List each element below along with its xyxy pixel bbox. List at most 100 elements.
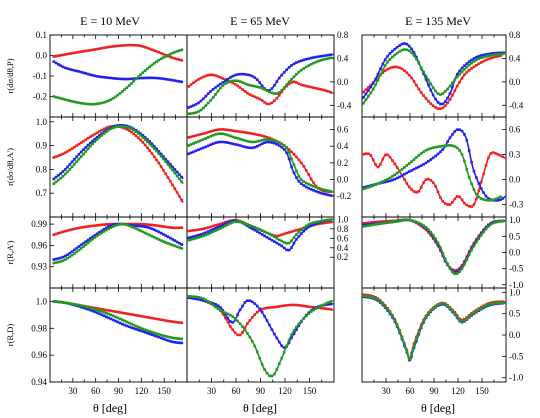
data-point bbox=[427, 177, 430, 181]
data-point bbox=[134, 129, 138, 132]
data-point bbox=[173, 320, 177, 324]
data-point bbox=[98, 233, 101, 236]
data-point bbox=[79, 243, 83, 247]
data-point bbox=[475, 176, 478, 179]
data-point bbox=[460, 66, 464, 70]
y-tick-label-right: -1.0 bbox=[509, 280, 524, 290]
data-point bbox=[277, 91, 281, 94]
data-point bbox=[246, 91, 249, 95]
data-point bbox=[95, 47, 99, 51]
data-point bbox=[446, 304, 449, 308]
data-point bbox=[54, 300, 58, 303]
data-point bbox=[400, 67, 404, 71]
data-point bbox=[102, 227, 106, 231]
data-point bbox=[79, 155, 83, 158]
data-point bbox=[155, 224, 158, 227]
data-point bbox=[467, 204, 471, 208]
data-point bbox=[453, 312, 457, 315]
data-point bbox=[491, 51, 495, 55]
y-tick-label: 1.0 bbox=[36, 296, 48, 306]
data-point bbox=[82, 306, 85, 310]
data-point bbox=[141, 225, 145, 228]
data-point bbox=[219, 309, 222, 312]
data-point bbox=[391, 159, 394, 162]
data-point bbox=[280, 90, 284, 94]
data-point bbox=[109, 226, 113, 229]
data-point bbox=[216, 225, 220, 229]
data-point bbox=[150, 227, 154, 231]
series-line-1 bbox=[187, 128, 334, 193]
data-point bbox=[143, 331, 147, 334]
data-point bbox=[231, 79, 235, 83]
data-point bbox=[443, 257, 447, 261]
data-point bbox=[419, 164, 423, 167]
series-markers-3 bbox=[362, 144, 502, 202]
data-point bbox=[57, 300, 60, 304]
data-point bbox=[422, 72, 425, 76]
data-point bbox=[379, 67, 382, 71]
data-point bbox=[463, 133, 466, 136]
data-point bbox=[434, 106, 437, 109]
data-point bbox=[277, 144, 281, 147]
data-point bbox=[150, 330, 154, 334]
data-point bbox=[116, 223, 120, 227]
data-point bbox=[199, 108, 203, 112]
data-point bbox=[467, 149, 471, 153]
data-point bbox=[98, 130, 101, 133]
data-point bbox=[77, 153, 81, 156]
y-tick-label: 0.96 bbox=[31, 350, 47, 360]
data-point bbox=[322, 219, 325, 223]
data-point bbox=[487, 225, 490, 228]
data-point bbox=[381, 180, 385, 183]
data-point bbox=[150, 316, 154, 320]
data-point bbox=[282, 144, 286, 147]
data-point bbox=[494, 152, 497, 155]
data-point bbox=[253, 146, 257, 149]
data-point bbox=[482, 230, 485, 234]
data-point bbox=[395, 171, 399, 175]
data-point bbox=[100, 229, 104, 233]
data-point bbox=[287, 151, 291, 154]
data-point bbox=[63, 98, 67, 101]
data-point bbox=[143, 45, 147, 49]
data-point bbox=[322, 58, 325, 61]
data-point bbox=[371, 223, 375, 227]
data-point bbox=[226, 221, 230, 224]
data-point bbox=[111, 126, 115, 130]
data-point bbox=[84, 305, 88, 309]
data-point bbox=[123, 125, 126, 129]
data-point bbox=[295, 233, 298, 236]
data-point bbox=[199, 147, 203, 151]
data-point bbox=[82, 148, 85, 151]
data-point bbox=[482, 191, 485, 195]
data-point bbox=[130, 127, 133, 131]
data-point bbox=[446, 203, 449, 206]
data-point bbox=[211, 73, 215, 77]
data-point bbox=[463, 64, 466, 68]
data-point bbox=[209, 134, 212, 138]
data-point bbox=[285, 146, 288, 150]
data-point bbox=[431, 234, 435, 237]
data-point bbox=[162, 233, 165, 236]
data-point bbox=[155, 229, 158, 233]
data-point bbox=[155, 335, 158, 338]
data-point bbox=[285, 231, 288, 235]
data-point bbox=[494, 55, 497, 59]
data-point bbox=[194, 134, 198, 137]
data-point bbox=[322, 88, 325, 92]
data-point bbox=[173, 226, 177, 230]
data-point bbox=[152, 155, 156, 158]
data-point bbox=[52, 156, 56, 159]
data-point bbox=[393, 53, 397, 57]
data-point bbox=[86, 143, 90, 147]
data-point bbox=[248, 335, 252, 339]
data-point bbox=[460, 76, 464, 80]
data-point bbox=[292, 80, 296, 84]
data-point bbox=[458, 317, 461, 321]
data-point bbox=[367, 86, 370, 89]
data-point bbox=[159, 51, 163, 55]
data-point bbox=[54, 95, 58, 99]
data-point bbox=[268, 140, 271, 144]
y-tick-label-right: -0.5 bbox=[509, 351, 524, 361]
data-point bbox=[429, 233, 433, 237]
